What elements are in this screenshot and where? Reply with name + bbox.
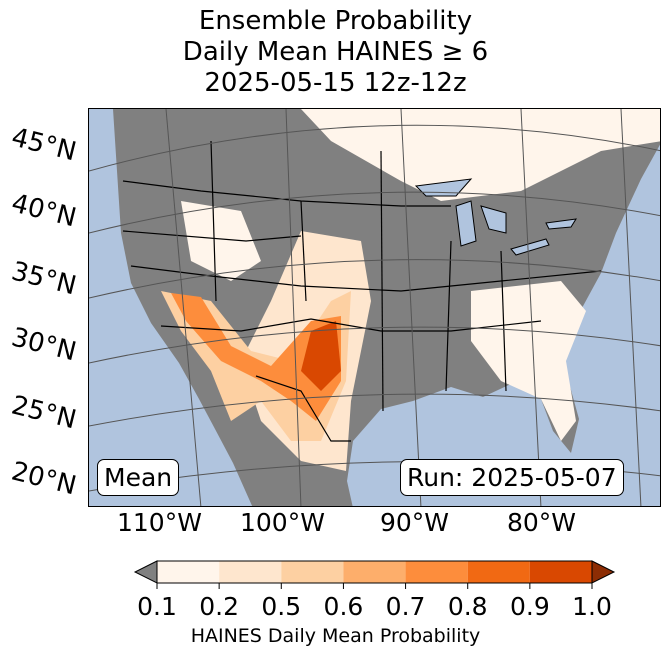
colorbar-tick-label: 0.6 [323,592,364,621]
lat-label: 30°N [8,322,80,368]
colorbar-segment [157,561,220,583]
colorbar-segment [405,561,468,583]
lon-label: 90°W [380,508,450,537]
colorbar-segment [467,561,530,583]
colorbar-tick-label: 0.9 [509,592,550,621]
colorbar-tick-label: 0.8 [447,592,488,621]
map [88,108,661,507]
great-lakes [414,178,577,256]
lat-label: 20°N [8,456,80,502]
colorbar-tick-label: 0.5 [261,592,302,621]
run-date-annotation: Run: 2025-05-07 [400,459,624,496]
colorbar-over [591,560,616,584]
colorbar-tick-label: 1.0 [572,592,612,621]
colorbar-label: HAINES Daily Mean Probability [190,625,481,647]
title-line-3: 2025-05-15 12z-12z [204,68,467,98]
prob-0.1 [301,109,660,201]
lon-label: 110°W [117,508,202,537]
mean-annotation: Mean [97,459,180,496]
title: Ensemble Probability Daily Mean HAINES ≥… [0,6,671,99]
colorbar-segment [343,561,406,583]
colorbar-tick-label: 0.1 [137,592,177,621]
colorbar-tick-label: 0.2 [199,592,240,621]
colorbar [133,560,616,589]
prob-0.9 [301,321,341,391]
lat-label: 40°N [8,188,80,234]
lat-label: 35°N [8,256,80,302]
prob-0.1 [181,201,261,281]
state-borders [122,140,602,442]
lon-label: 80°W [507,508,577,537]
lat-label: 25°N [8,390,80,436]
prob-0.7 [171,293,341,421]
colorbar-under [133,560,158,584]
title-line-2: Daily Mean HAINES ≥ 6 [182,37,489,67]
title-line-1: Ensemble Probability [198,6,473,36]
graticule [89,109,660,506]
prob-0.1 [471,281,586,441]
lon-label: 100°W [240,508,325,537]
colorbar-segment [219,561,282,583]
colorbar-segment [281,561,344,583]
colorbar-tick-label: 0.7 [385,592,426,621]
colorbar-segment [529,561,592,583]
lat-label: 45°N [8,122,80,168]
